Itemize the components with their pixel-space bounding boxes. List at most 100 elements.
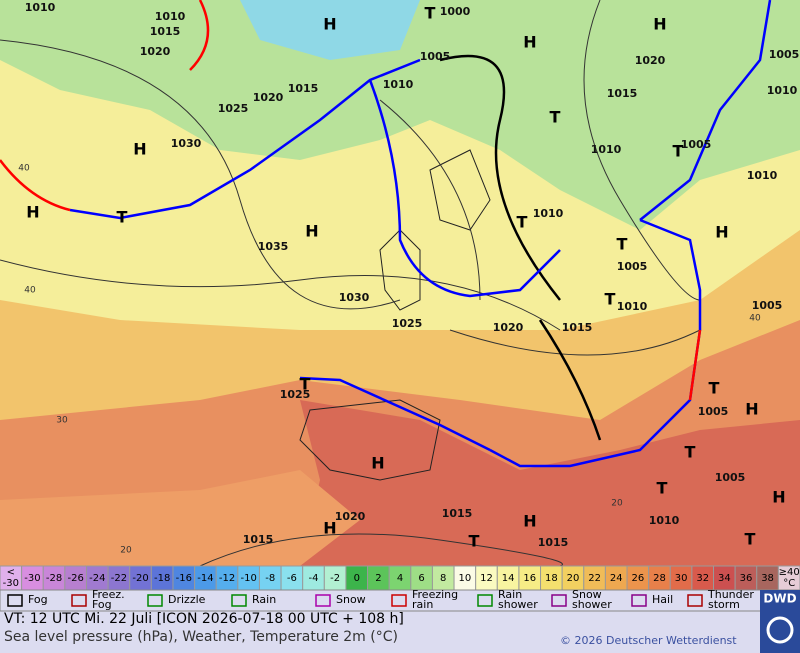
pressure-center: H — [745, 400, 758, 419]
legend-icon — [551, 594, 567, 607]
isobar-label: 1015 — [288, 82, 319, 95]
scale-label: 16 — [523, 573, 536, 584]
pressure-center: H — [305, 222, 318, 241]
scale-label: -18 — [154, 573, 170, 584]
legend-label: shower — [572, 598, 612, 611]
isobar-label: 1020 — [493, 321, 524, 334]
isobar-label: 1035 — [258, 240, 289, 253]
isobar-label: 1010 — [747, 169, 778, 182]
scale-label: 26 — [631, 573, 644, 584]
scale-label: 14 — [502, 573, 515, 584]
temperature-label: 30 — [56, 416, 68, 426]
isobar-label: 1005 — [698, 405, 729, 418]
logo-icon — [766, 616, 794, 644]
legend-label: Rain — [498, 588, 522, 601]
isobar-label: 1010 — [649, 514, 680, 527]
scale-label: -14 — [197, 573, 213, 584]
scale-label: 10 — [458, 573, 471, 584]
scale-label: -12 — [219, 573, 235, 584]
legend-icon — [147, 594, 163, 607]
scale-label: 32 — [696, 573, 709, 584]
pressure-center: T — [117, 208, 128, 227]
pressure-center: H — [323, 519, 336, 538]
scale-label: -4 — [309, 573, 319, 584]
scale-label: -20 — [132, 573, 148, 584]
scale-label: -28 — [46, 573, 62, 584]
logo: DWD — [763, 592, 796, 606]
pressure-center: T — [685, 443, 696, 462]
pressure-center: H — [523, 512, 536, 531]
pressure-center: H — [371, 454, 384, 473]
legend-label: Snow — [572, 588, 602, 601]
isobar-label: 1010 — [533, 207, 564, 220]
legend-label: Fog — [92, 598, 112, 611]
pressure-center: T — [469, 532, 480, 551]
scale-label: < — [7, 567, 15, 578]
scale-label: -22 — [111, 573, 127, 584]
pressure-center: T — [425, 4, 436, 23]
pressure-center: T — [605, 290, 616, 309]
pressure-center: H — [653, 15, 666, 34]
legend-icon — [71, 594, 87, 607]
copyright: © 2026 Deutscher Wetterdienst — [560, 634, 737, 647]
isobar-label: 1015 — [538, 536, 569, 549]
pressure-center: H — [26, 203, 39, 222]
isobar-label: 1010 — [617, 300, 648, 313]
legend-label: Hail — [652, 593, 673, 606]
legend-label: Drizzle — [168, 593, 206, 606]
isobar-label: 1010 — [155, 10, 186, 23]
pressure-center: T — [617, 235, 628, 254]
isobar-label: 1005 — [420, 50, 451, 63]
legend-label: Freez. — [92, 588, 125, 601]
color-scale: <-30 -30 -28 -26 -24 -22 -20 -18 -16 -14 -12 -10 -8-… — [0, 565, 800, 591]
isobar-label: 1020 — [635, 54, 666, 67]
scale-label: -6 — [287, 573, 297, 584]
fronts — [0, 0, 772, 468]
scale-label: 18 — [545, 573, 558, 584]
legend-icon — [7, 594, 23, 607]
isobar-label: 1025 — [392, 317, 423, 330]
scale-label: 22 — [588, 573, 601, 584]
isobar-label: 1000 — [440, 5, 471, 18]
scale-label: -16 — [176, 573, 192, 584]
isobar-label: 1010 — [767, 84, 798, 97]
pressure-center: H — [715, 223, 728, 242]
scale-label: 24 — [610, 573, 623, 584]
pressure-center: T — [709, 379, 720, 398]
valid-time: VT: 12 UTC Mi. 22 Juli [ICON 2026-07-18 … — [4, 611, 404, 627]
isobar-label: 1020 — [140, 45, 171, 58]
isobar-label: 1010 — [25, 1, 56, 14]
legend-icon — [687, 594, 703, 607]
isobar-label: 1010 — [591, 143, 622, 156]
isobar-label: 1030 — [339, 291, 370, 304]
legend-icon — [231, 594, 247, 607]
scale-label: 4 — [397, 573, 403, 584]
map-labels: 1010 1010 1015 1020 1000 1005 1015 1020 1010 1025… — [18, 1, 799, 556]
isobar-label: 1005 — [752, 299, 783, 312]
isobar-label: 1025 — [218, 102, 249, 115]
scale-label: 20 — [567, 573, 580, 584]
pressure-center: H — [323, 15, 336, 34]
legend-label: Snow — [336, 593, 366, 606]
pressure-center: T — [657, 479, 668, 498]
scale-label: 2 — [375, 573, 381, 584]
legend-label: Freezing — [412, 588, 458, 601]
temperature-label: 40 — [749, 314, 761, 324]
pressure-center: H — [133, 140, 146, 159]
pressure-center: T — [673, 142, 684, 161]
scale-label: -8 — [265, 573, 275, 584]
legend-icon — [631, 594, 647, 607]
pressure-center: T — [550, 108, 561, 127]
isobar-label: 1005 — [617, 260, 648, 273]
legend: Fog Freez.Fog Drizzle Rain Snow FreezingrainR… — [7, 588, 754, 611]
isobar-label: 1015 — [562, 321, 593, 334]
scale-label: 6 — [418, 573, 424, 584]
legend-icon — [477, 594, 493, 607]
temperature-label: 20 — [120, 546, 132, 556]
legend-label: rain — [412, 598, 433, 611]
scale-label: -2 — [330, 573, 340, 584]
pressure-center: T — [517, 213, 528, 232]
scale-label: -30 — [3, 578, 19, 589]
description: Sea level pressure (hPa), Weather, Tempe… — [4, 629, 398, 645]
